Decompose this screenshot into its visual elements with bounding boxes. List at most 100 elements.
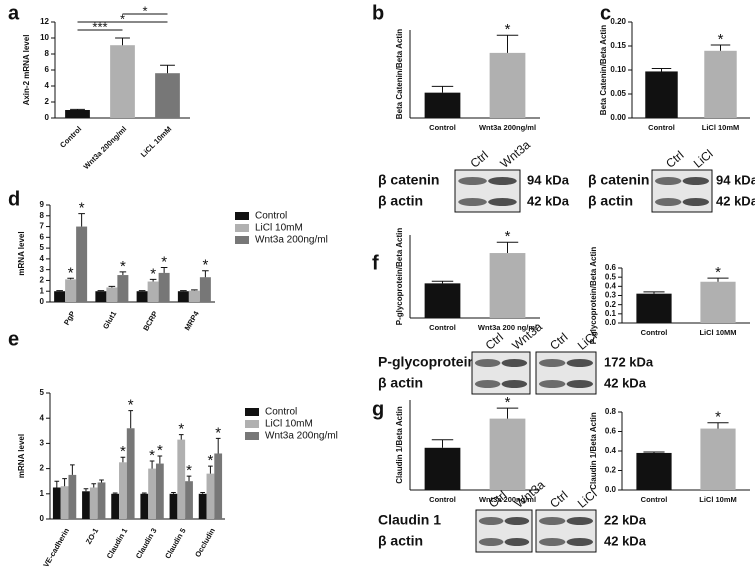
y-tick-label: 1 [40,489,45,498]
bar [136,291,148,302]
blot-size-label: 42 kDa [604,533,647,548]
x-tick-label: Control [648,123,675,132]
y-axis-label: Beta Catenin/Beta Actin [395,29,404,120]
significance-star: * [505,394,511,411]
blot-lane-label: Ctrl [547,488,570,511]
error-bar [67,277,74,280]
legend-swatch [235,236,249,244]
y-axis-label: Beta Catenin/Beta Actin [599,25,608,116]
error-bar [710,44,731,51]
legend-label: Wnt3a 200ng/ml [255,235,328,246]
y-tick-label: 0.3 [605,291,617,300]
error-bar [56,290,63,292]
error-bar [138,290,146,292]
blot-band [504,517,530,525]
bar [147,281,159,302]
x-tick-label: LiCl 10MM [699,328,736,337]
significance-star: * [186,462,192,479]
legend-label: Control [255,211,287,222]
bar [700,281,736,323]
error-bar [97,290,105,292]
y-axis-label: Claudin 1/Beta Actin [395,406,404,484]
x-tick-label: Control [429,323,456,332]
error-bar [180,290,187,292]
panel-label: e [8,328,19,350]
error-bar [99,479,104,483]
bar [110,45,135,119]
bar [155,463,164,519]
y-tick-label: 8 [40,211,45,220]
bar [148,468,156,519]
bar [424,447,461,490]
y-tick-label: 2 [45,97,50,106]
error-bar [171,492,176,494]
x-tick-label: LiCl 10mM [699,495,737,504]
blot-row-label: β actin [378,375,423,391]
bar [68,474,77,519]
y-tick-label: 0.5 [605,272,617,281]
y-tick-label: 0.2 [605,466,617,475]
y-tick-label: 0.00 [610,113,626,122]
x-tick-label: Control [429,123,456,132]
error-bar [128,410,134,429]
blot-band [474,359,501,367]
legend-label: Control [265,407,297,418]
significance-star: * [79,200,85,217]
bracket-label: *** [92,19,107,34]
bar [65,279,77,302]
blot-size-label: 94 kDa [527,172,570,187]
error-bar [115,37,130,46]
y-tick-label: 0.0 [605,485,617,494]
error-bar [202,270,209,278]
bar [489,52,526,118]
panel-label: g [372,398,384,420]
blot-size-label: 94 kDa [716,172,755,187]
error-bar [431,439,454,448]
bar [185,481,193,519]
error-bar [651,68,672,72]
bar [188,290,200,302]
y-axis-label: mRNA level [17,231,26,275]
bar [97,482,106,519]
x-tick-label: Wnt3a 200ng/ml [479,123,536,132]
blot-box [454,169,521,213]
blot-band [458,198,487,206]
blot-lane-label: LiCl [691,147,716,171]
bar [177,291,189,302]
significance-star: * [120,443,126,460]
blot-band [655,177,682,185]
error-bar [119,271,127,276]
y-tick-label: 12 [40,17,49,26]
y-axis-label: mRNA level [17,434,26,478]
y-tick-label: 6 [40,232,45,241]
significance-star: * [178,421,184,438]
bar [169,493,178,519]
blot-row-label: β actin [588,193,633,209]
y-tick-label: 3 [40,439,45,448]
bar [89,487,98,519]
legend-swatch [245,432,259,440]
y-axis-label: Claudin 1/Beta Actin [589,412,598,490]
y-tick-label: 4 [40,413,45,422]
bar [489,418,526,490]
bracket-label: * [142,3,147,18]
error-bar [178,434,184,440]
y-tick-label: 0.15 [610,41,626,50]
error-bar [186,475,192,482]
y-tick-label: 7 [40,222,45,231]
bar [177,439,186,519]
y-tick-label: 3 [40,265,45,274]
x-tick-label: BCRP [141,309,159,332]
bar [60,486,69,519]
y-tick-label: 5 [40,388,45,397]
blot-lane-label: Ctrl [547,330,570,353]
blot-row-label: P-glycoprotein [378,354,476,370]
bar [158,272,170,302]
x-tick-label: Claudin 5 [163,526,188,560]
error-bar [707,277,729,282]
blot-size-label: 172 kDa [604,354,654,369]
blot-band [504,538,530,546]
error-bar [496,241,519,254]
blot-band [474,380,501,388]
error-bar [91,483,97,488]
